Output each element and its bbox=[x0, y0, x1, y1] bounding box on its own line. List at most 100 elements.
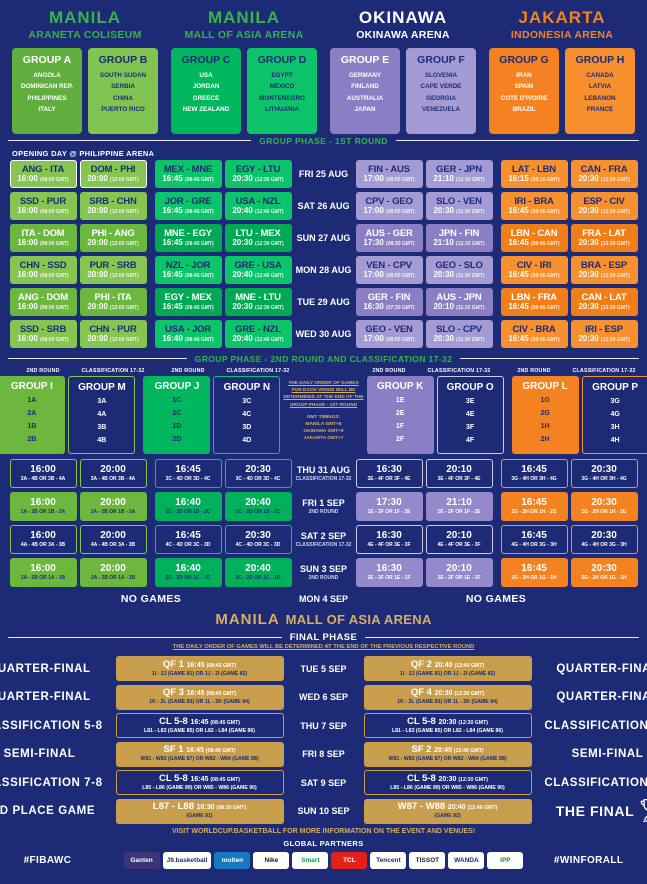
final-box-gmt: (08:45 GMT) bbox=[205, 748, 236, 755]
final-box-title: W87 - W88 20:40 (12:40 GMT) bbox=[397, 801, 498, 813]
group-title: GROUP O bbox=[446, 382, 494, 393]
final-box-gmt: (08:45 GMT) bbox=[206, 662, 237, 669]
match-time: 20:30 (12:30 GMT) bbox=[232, 237, 284, 247]
match-box: CHN - PUR 20:00 (12:00 GMT) bbox=[79, 320, 147, 348]
match-teams: GEO - VEN bbox=[365, 323, 413, 335]
final-right-label: CLASSIFICATION 5-8 bbox=[544, 719, 647, 732]
group-team: CANADA bbox=[586, 72, 614, 79]
match-teams: SLO - VEN bbox=[436, 195, 482, 207]
group-slot: 1A bbox=[27, 397, 37, 404]
final-box-title: SF 1 16:45 (08:45 GMT) bbox=[163, 744, 236, 756]
round1-row: ITA - DOM 16:00 (08:00 GMT) PHI - ANG 20:00… bbox=[0, 224, 647, 252]
group-title: GROUP G bbox=[499, 54, 549, 66]
final-box-name: CL 5-8 bbox=[406, 772, 439, 784]
match-gmt: (12:00 GMT) bbox=[110, 240, 139, 247]
match-time: 20:00 (12:00 GMT) bbox=[87, 269, 139, 279]
match-time: 16:30 bbox=[376, 563, 402, 575]
round2-column-label: 2ND ROUND bbox=[171, 368, 205, 374]
match-pairing: 2G - 2H OR 1G - 1H bbox=[581, 574, 627, 581]
final-match-box: CL 5-8 20:30 (12:30 GMT) L81 - L83 (GAME … bbox=[363, 713, 532, 738]
match-box: PUR - SRB 20:00 (12:00 GMT) bbox=[79, 256, 147, 284]
match-box: CHN - SSD 16:00 (08:00 GMT) bbox=[9, 256, 77, 284]
final-box-name: QF 1 bbox=[162, 658, 187, 670]
group-team: AUSTRALIA bbox=[346, 94, 384, 102]
match-gmt: (12:30 GMT) bbox=[255, 304, 284, 311]
note-line: THE DAILY ORDER OF GAMES bbox=[288, 381, 359, 386]
final-box-name: SF 1 bbox=[163, 744, 187, 756]
global-partners-label: GLOBAL PARTNERS bbox=[283, 838, 364, 848]
final-box-title: CL 5-8 16:45 (08:45 GMT) bbox=[158, 715, 241, 727]
partner-logo-ipp: IPP bbox=[487, 851, 524, 869]
round2-match-box: 20:10 3E - 4F OR 3F - 4E bbox=[425, 459, 493, 488]
match-time: 16:45 (08:45 GMT) bbox=[162, 173, 214, 183]
final-left-label: SEMI-FINAL bbox=[3, 748, 76, 760]
final-box-name: QF 4 bbox=[410, 687, 435, 699]
round2-match-box: 16:00 2A - 2B OR 1A - 1B bbox=[9, 558, 77, 587]
group-team: CHINA bbox=[113, 94, 133, 102]
match-box: ANG - DOM 16:00 (08:00 GMT) bbox=[9, 288, 77, 316]
date-label: FRI 1 SEP bbox=[302, 498, 345, 508]
match-gmt: (09:45 GMT) bbox=[531, 272, 560, 279]
final-venue-arena: MALL OF ASIA ARENA bbox=[285, 612, 432, 627]
match-gmt: (12:10 GMT) bbox=[456, 176, 485, 183]
group-title: GROUP F bbox=[417, 54, 465, 66]
match-time: 20:10 (11:10 GMT) bbox=[433, 301, 485, 311]
match-box: LAT - LBN 16:15 (09:15 GMT) bbox=[500, 160, 568, 188]
final-box-gmt: (12:30 GMT) bbox=[458, 776, 489, 783]
group-slot: 3G bbox=[610, 398, 620, 405]
match-date: SUN 3 SEP 2ND ROUND bbox=[295, 558, 353, 587]
group-box-group-c: GROUP C USA JORDAN GREECE NEW ZEALAND bbox=[171, 48, 241, 134]
match-time: 20:30 (13:30 GMT) bbox=[578, 269, 630, 279]
match-gmt: (07:30 GMT) bbox=[386, 304, 415, 311]
round2-match-box: 16:45 4C - 4D OR 3C - 3D bbox=[154, 525, 222, 554]
final-box-name: QF 2 bbox=[410, 658, 435, 670]
final-phase-venue: MANILA MALL OF ASIA ARENA bbox=[0, 611, 647, 631]
match-gmt: (08:45 GMT) bbox=[185, 176, 214, 183]
match-pairing: 1G - 2H OR 1H - 2G bbox=[581, 508, 627, 515]
match-box: LBN - CAN 16:45 (09:45 GMT) bbox=[500, 224, 568, 252]
match-time: 16:30 (07:30 GMT) bbox=[363, 301, 415, 311]
round2-title: GROUP PHASE - 2ND ROUND AND CLASSIFICATI… bbox=[194, 353, 453, 364]
no-games-left: NO GAMES bbox=[120, 593, 182, 605]
match-gmt: (08:00 GMT) bbox=[386, 336, 415, 343]
final-box-gmt: (08:45 GMT) bbox=[210, 719, 241, 726]
group-slot: 2C bbox=[172, 409, 182, 417]
match-time: 20:40 (12:40 GMT) bbox=[232, 333, 284, 343]
match-time: 17:00 (08:00 GMT) bbox=[363, 205, 415, 215]
final-box-pairing: 1K - 2L (GAME 83) OR 1L - 2K (GAME 84) bbox=[149, 699, 250, 706]
venue-column-okinawa-2: OKINAWA OKINAWA ARENA GROUP E GERMANY FINLAN… bbox=[324, 8, 482, 134]
round2-match-box: 16:00 3A - 4B OR 3B - 4A bbox=[9, 459, 77, 488]
match-box: AUS - JPN 20:10 (11:10 GMT) bbox=[425, 288, 493, 316]
group-title: GROUP A bbox=[22, 54, 72, 66]
match-teams: LBN - FRA bbox=[511, 291, 557, 303]
match-teams: CIV - IRI bbox=[516, 259, 552, 271]
match-teams: CAN - FRA bbox=[580, 163, 628, 175]
daily-order-note: THE DAILY ORDER OF GAMES FOR EACH VENUE W… bbox=[283, 376, 363, 454]
group-team: DOMINICAN REP. bbox=[20, 83, 73, 91]
date-label: THU 31 AUG bbox=[296, 465, 351, 475]
match-pairing: 4G - 4H OR 3G - 3H bbox=[581, 541, 627, 548]
match-box: SRB - CHN 20:00 (12:00 GMT) bbox=[79, 192, 147, 220]
match-time: 20:30 bbox=[591, 530, 617, 542]
match-time: 16:45 (08:45 GMT) bbox=[162, 301, 214, 311]
match-time: 20:30 (13:30 GMT) bbox=[578, 237, 630, 247]
no-games-date: MON 4 SEP bbox=[298, 594, 348, 604]
round2-match-box: 20:10 4E - 4F OR 3E - 3F bbox=[425, 525, 493, 554]
round2-match-box: 20:40 1C - 2D OR 1D - 2C bbox=[224, 492, 292, 521]
match-time: 16:45 (08:45 GMT) bbox=[162, 205, 214, 215]
match-time: 16:45 (09:45 GMT) bbox=[508, 333, 560, 343]
round2-match-box: 16:30 4E - 4F OR 3E - 3F bbox=[355, 525, 423, 554]
match-time: 20:00 bbox=[100, 497, 126, 509]
group-box-group-g: GROUP G IRAN SPAIN COTE D'IVOIRE BRAZIL bbox=[489, 48, 559, 134]
match-time: 21:10 (12:10 GMT) bbox=[433, 173, 485, 183]
match-pairing: 3C - 4D OR 3D - 4C bbox=[165, 475, 211, 482]
match-box: GER - FIN 16:30 (07:30 GMT) bbox=[355, 288, 423, 316]
no-games-row: NO GAMES MON 4 SEP NO GAMES bbox=[0, 591, 647, 607]
group-pair: GROUP C USA JORDAN GREECE NEW ZEALAND GROUP D… bbox=[171, 48, 317, 134]
note-line: DETERMINED AT THE END OF THE bbox=[283, 395, 364, 401]
match-gmt: (08:00 GMT) bbox=[386, 272, 415, 279]
match-time: 16:40 bbox=[175, 497, 201, 509]
group-title: GROUP K bbox=[376, 381, 424, 392]
final-left-label: QUARTER-FINAL bbox=[0, 662, 91, 675]
